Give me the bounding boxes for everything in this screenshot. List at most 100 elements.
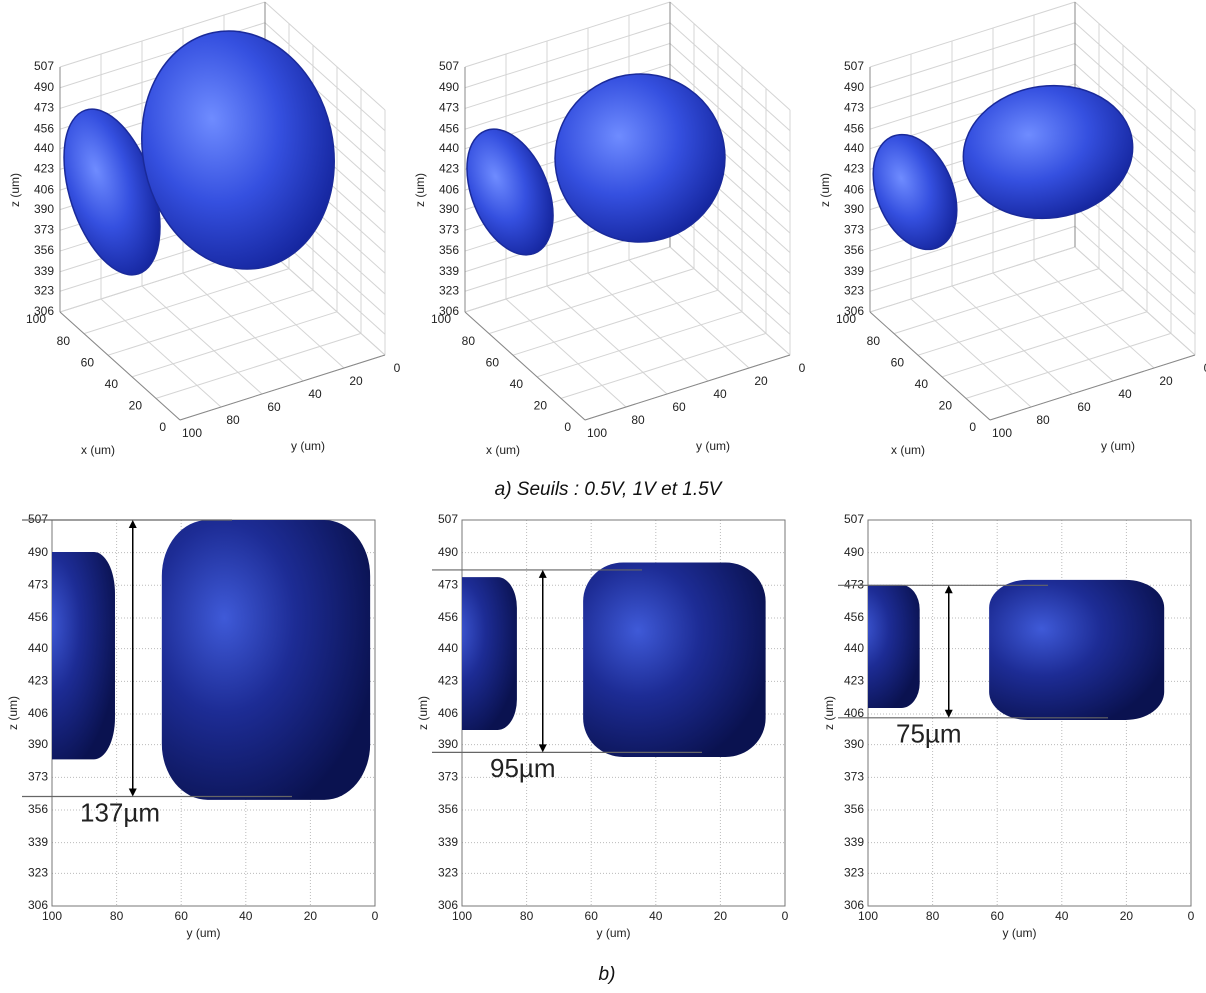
z-tick-label: 473 xyxy=(438,577,458,591)
z-tick-label: 406 xyxy=(439,182,459,196)
z-tick-label: 373 xyxy=(438,770,458,784)
grid-line xyxy=(1074,1,1196,111)
z-tick-label: 440 xyxy=(844,641,864,655)
x-tick-label: 40 xyxy=(510,377,524,391)
grid-line xyxy=(669,43,791,152)
y-tick-label: 60 xyxy=(991,909,1005,923)
z-tick-label: 323 xyxy=(34,283,54,297)
y-tick-label: 20 xyxy=(714,909,728,923)
z-tick-label: 473 xyxy=(34,101,54,115)
measure-label: 95µm xyxy=(490,753,556,783)
z-tick-label: 456 xyxy=(34,121,54,135)
grid-line xyxy=(869,246,1076,313)
z-tick-label: 490 xyxy=(34,80,54,94)
z-tick-label: 423 xyxy=(438,673,458,687)
z-tick-label: 490 xyxy=(439,80,459,94)
measure-label: 75µm xyxy=(896,719,962,749)
z-axis-label: z (um) xyxy=(6,696,20,730)
particle-3d xyxy=(554,73,726,243)
z-tick-label: 306 xyxy=(844,898,864,912)
z-tick-label: 339 xyxy=(844,835,864,849)
z-tick-label: 423 xyxy=(844,162,864,176)
z-tick-label: 323 xyxy=(844,866,864,880)
x-tick-label: 0 xyxy=(159,420,166,434)
axis-line xyxy=(869,311,991,421)
y-tick-label: 20 xyxy=(754,374,768,388)
y-tick-label: 40 xyxy=(713,387,727,401)
grid-line xyxy=(893,268,1100,335)
z-tick-label: 423 xyxy=(34,162,54,176)
x-tick-label: 0 xyxy=(969,420,976,434)
y-tick-label: 0 xyxy=(1204,361,1206,375)
grid-line xyxy=(1074,22,1196,132)
z-tick-label: 373 xyxy=(844,223,864,237)
y-tick-label: 100 xyxy=(452,909,472,923)
x-tick-label: 100 xyxy=(836,312,856,326)
z-tick-label: 339 xyxy=(28,835,48,849)
axis-line xyxy=(584,354,791,421)
particle-side xyxy=(989,579,1165,720)
z-tick-label: 456 xyxy=(439,121,459,135)
y-tick-label: 0 xyxy=(782,909,789,923)
y-tick-label: 40 xyxy=(1055,909,1069,923)
grid-line xyxy=(669,63,791,173)
x-tick-label: 60 xyxy=(81,355,95,369)
grid-line xyxy=(669,225,791,335)
z-tick-label: 440 xyxy=(439,141,459,155)
grid-line xyxy=(107,289,314,356)
z-tick-label: 507 xyxy=(844,512,864,526)
z-tick-label: 440 xyxy=(28,641,48,655)
particle-3d xyxy=(141,30,335,270)
particle-side xyxy=(52,552,115,760)
grid-line xyxy=(992,272,1114,382)
grid-line xyxy=(669,246,791,356)
y-axis-label: y (um) xyxy=(291,439,325,453)
y-tick-label: 60 xyxy=(585,909,599,923)
z-tick-label: 339 xyxy=(438,835,458,849)
z-tick-label: 339 xyxy=(844,264,864,278)
grid-line xyxy=(546,285,668,395)
grid-line xyxy=(1074,206,1196,316)
z-tick-label: 456 xyxy=(844,610,864,624)
z-tick-label: 406 xyxy=(844,706,864,720)
z-axis-label: z (um) xyxy=(818,173,832,207)
z-tick-label: 473 xyxy=(439,101,459,115)
z-tick-label: 440 xyxy=(844,141,864,155)
z-tick-label: 323 xyxy=(438,866,458,880)
grid-line xyxy=(869,1,1076,68)
y-tick-label: 40 xyxy=(308,387,322,401)
z-axis-label: z (um) xyxy=(413,173,427,207)
z-tick-label: 490 xyxy=(844,80,864,94)
z-tick-label: 473 xyxy=(844,101,864,115)
particles xyxy=(868,579,1165,720)
z-tick-label: 339 xyxy=(439,264,459,278)
grid-line xyxy=(965,332,1172,399)
x-tick-label: 60 xyxy=(891,355,905,369)
x-tick-label: 20 xyxy=(534,399,548,413)
measure-label: 137µm xyxy=(80,797,160,827)
x-tick-label: 60 xyxy=(486,355,500,369)
z-tick-label: 423 xyxy=(439,162,459,176)
y-tick-label: 20 xyxy=(349,374,363,388)
caption-b: b) xyxy=(599,964,616,985)
grid-line xyxy=(917,289,1124,356)
grid-line xyxy=(264,1,386,111)
grid-line xyxy=(628,259,750,369)
z-tick-label: 473 xyxy=(844,577,864,591)
z-tick-label: 306 xyxy=(28,898,48,912)
grid-line xyxy=(141,285,263,395)
z-tick-label: 356 xyxy=(438,802,458,816)
z-tick-label: 339 xyxy=(34,264,54,278)
y-tick-label: 60 xyxy=(267,400,281,414)
y-axis-label: y (um) xyxy=(696,439,730,453)
z-tick-label: 356 xyxy=(28,802,48,816)
grid-line xyxy=(1074,246,1196,356)
axis-line xyxy=(464,311,586,421)
grid-line xyxy=(869,63,1076,130)
grid-line xyxy=(1074,43,1196,152)
z-tick-label: 490 xyxy=(438,545,458,559)
z-tick-label: 473 xyxy=(28,577,48,591)
z-tick-label: 390 xyxy=(34,202,54,216)
particles xyxy=(52,520,371,800)
